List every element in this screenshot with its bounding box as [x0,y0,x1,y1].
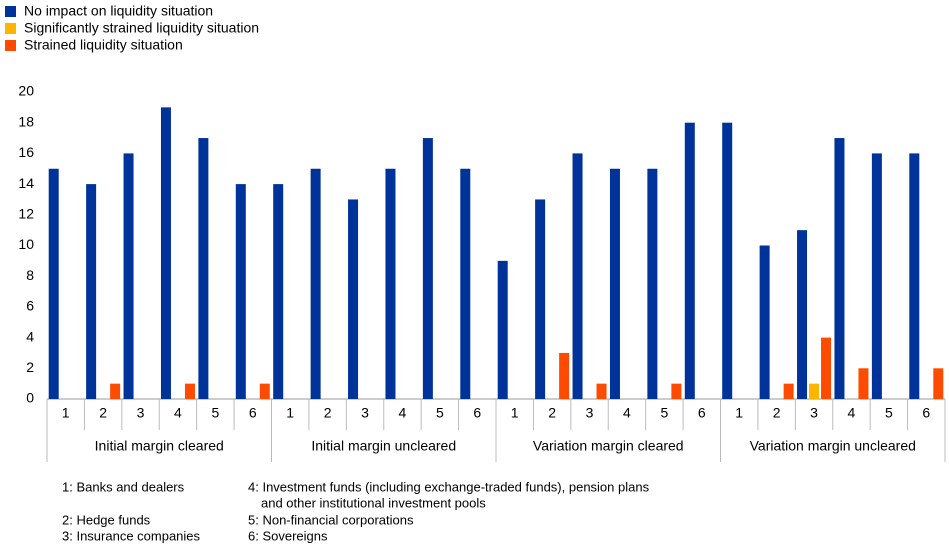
legend-swatch [5,40,16,51]
y-tick-label: 8 [26,267,34,283]
x-tick-label: 4 [399,405,407,421]
bar [609,168,620,399]
bar [797,230,808,399]
bar [160,107,171,399]
x-tick-label: 2 [773,405,781,421]
x-tick-label: 3 [810,405,818,421]
bar [110,383,121,399]
group-label: Variation margin cleared [533,438,684,454]
bar [783,383,794,399]
x-tick-label: 1 [286,405,294,421]
x-tick-label: 2 [548,405,556,421]
legend-label: No impact on liquidity situation [24,3,213,19]
y-tick-label: 18 [18,113,34,129]
group-label: Variation margin uncleared [750,438,916,454]
footnote: and other institutional investment pools [261,495,486,510]
x-tick-label: 6 [922,405,930,421]
bar [273,184,284,399]
x-tick-label: 5 [885,405,893,421]
group-label: Initial margin uncleared [311,438,456,454]
y-tick-label: 12 [18,206,34,222]
x-tick-label: 3 [586,405,594,421]
x-tick-label: 4 [848,405,856,421]
legend-label: Significantly strained liquidity situati… [24,20,259,36]
bar [259,383,270,399]
bar [235,184,246,399]
y-tick-label: 10 [18,236,34,252]
bar [310,168,321,399]
x-tick-label: 3 [361,405,369,421]
x-tick-label: 5 [660,405,668,421]
bar [909,153,920,399]
bar [460,168,471,399]
x-tick-label: 5 [211,405,219,421]
y-tick-label: 2 [26,359,34,375]
legend-swatch [5,6,16,17]
x-tick-label: 4 [174,405,182,421]
legend-label: Strained liquidity situation [24,37,183,53]
bar [821,337,832,399]
bar [671,383,682,399]
group-label: Initial margin cleared [95,438,224,454]
bar [48,168,59,399]
legend-swatch [5,23,16,34]
footnote: 1: Banks and dealers [62,479,185,494]
y-tick-label: 16 [18,144,34,160]
x-tick-label: 4 [623,405,631,421]
bar [647,168,658,399]
bar [596,383,607,399]
x-tick-label: 6 [249,405,257,421]
bar [722,122,733,399]
x-tick-label: 1 [735,405,743,421]
bar [809,383,820,399]
bar [86,184,97,399]
bar [572,153,583,399]
bar [684,122,695,399]
bar [385,168,396,399]
bar [198,138,209,400]
footnote: 2: Hedge funds [62,512,151,527]
x-tick-label: 6 [473,405,481,421]
y-tick-label: 6 [26,298,34,314]
x-tick-label: 2 [324,405,332,421]
bar [184,383,195,399]
y-tick-label: 4 [26,328,34,344]
y-tick-label: 20 [18,83,34,99]
x-tick-label: 1 [62,405,70,421]
bar [123,153,134,399]
y-tick-label: 0 [26,390,34,406]
x-tick-label: 2 [99,405,107,421]
y-tick-label: 14 [18,175,34,191]
bar [497,260,508,399]
x-tick-label: 5 [436,405,444,421]
bar [871,153,882,399]
x-tick-label: 1 [511,405,519,421]
x-tick-label: 6 [698,405,706,421]
bar [422,138,433,400]
bar [348,199,359,399]
x-tick-label: 3 [137,405,145,421]
bar [535,199,546,399]
bar [559,352,570,399]
bar [834,138,845,400]
bar [933,368,944,399]
footnote: 4: Investment funds (including exchange-… [248,479,650,494]
bar [858,368,869,399]
footnote: 3: Insurance companies [62,528,201,543]
footnote: 6: Sovereigns [248,528,328,543]
bar [759,245,770,399]
footnote: 5: Non-financial corporations [248,512,414,527]
